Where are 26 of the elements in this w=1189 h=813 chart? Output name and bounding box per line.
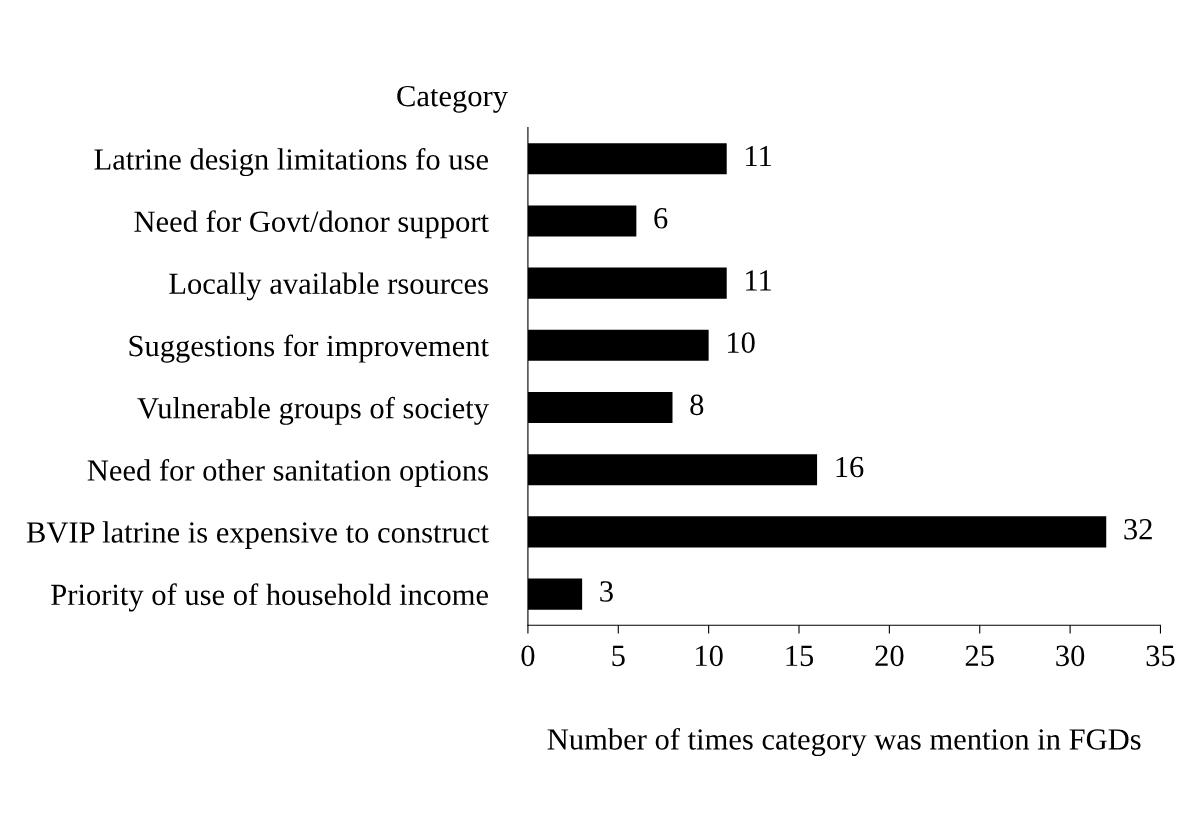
data-label: 10 — [728, 332, 755, 353]
data-label: 11 — [746, 145, 771, 167]
x-tick-label: 10 — [696, 645, 723, 667]
y-tick-label: Vulnerable groups of society — [137, 396, 489, 425]
y-tick-label: Priority of use of household income — [51, 583, 488, 612]
x-tick-label: 0 — [521, 645, 535, 667]
x-tick-label: 35 — [1146, 645, 1175, 667]
y-tick-label: BVIP latrine is expensive to construct — [26, 521, 489, 550]
x-axis-title: Number of times category was mention in FGDs — [547, 727, 1141, 757]
data-label: 32 — [1124, 519, 1152, 540]
y-tick-label: Locally available rsources — [169, 272, 488, 301]
y-tick-label: Suggestions for improvement — [129, 334, 489, 363]
x-tick-label: 25 — [965, 645, 994, 667]
y-tick-label: Need for Govt/donor support — [134, 210, 489, 239]
data-label: 16 — [836, 456, 864, 478]
x-tick-label: 5 — [612, 645, 625, 667]
y-tick-label: Need for other sanitation options — [87, 458, 488, 487]
data-label: 3 — [600, 581, 613, 602]
x-tick-label: 20 — [875, 645, 904, 667]
data-label: 11 — [746, 270, 771, 291]
data-label: 6 — [654, 208, 668, 229]
y-axis-title: Category — [397, 85, 508, 113]
data-label: 8 — [690, 394, 704, 416]
x-tick-label: 15 — [786, 645, 814, 667]
y-tick-label: Latrine design limitations fo use — [94, 147, 488, 177]
x-tick-label: 30 — [1056, 645, 1085, 667]
